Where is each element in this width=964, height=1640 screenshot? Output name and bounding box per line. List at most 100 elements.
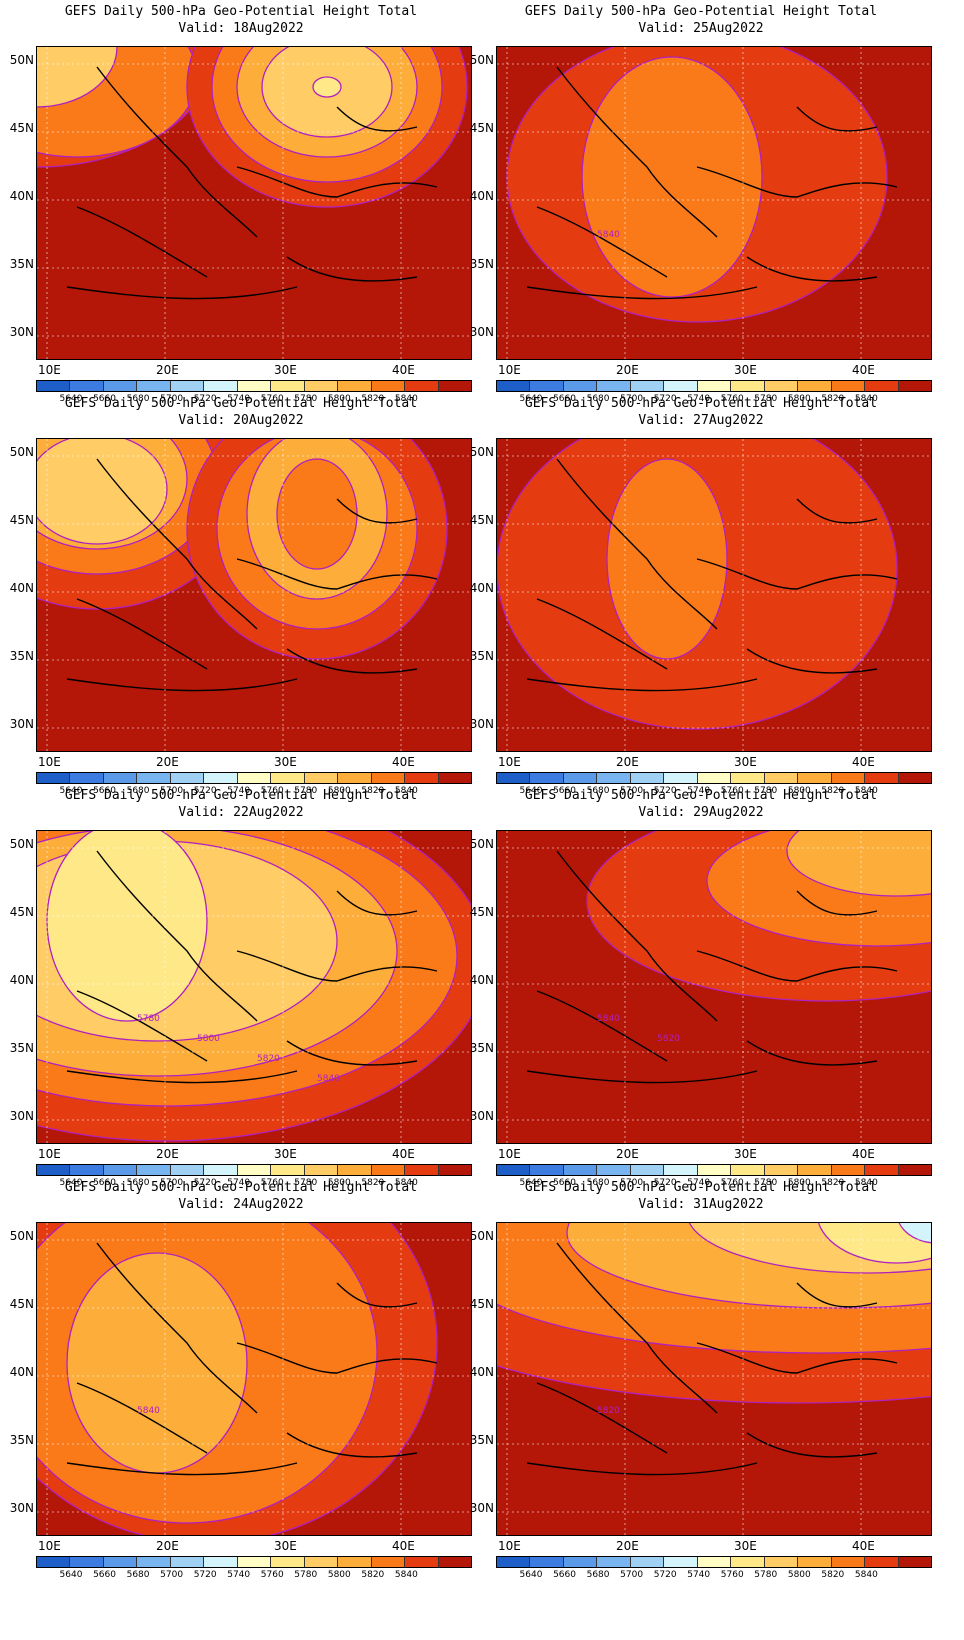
lat-tick-label: 40N	[469, 1365, 494, 1379]
lon-tick-label: 40E	[852, 755, 875, 769]
colorbar	[496, 772, 932, 784]
lon-tick-label: 10E	[498, 1539, 521, 1553]
colorbar-swatch	[898, 1165, 932, 1175]
map-panel: GEFS Daily 500-hPa Geo-Potential Height …	[0, 784, 482, 1194]
contour-label: 5820	[657, 1034, 680, 1044]
panel-valid-date: Valid: 18Aug2022	[178, 21, 304, 36]
colorbar-swatch	[70, 1557, 104, 1567]
colorbar-swatch	[764, 773, 799, 783]
colorbar-label: 5780	[294, 1178, 318, 1188]
colorbar-swatch	[237, 1557, 272, 1567]
lon-tick-label: 30E	[734, 755, 757, 769]
coastline	[526, 1242, 898, 1476]
colorbar-swatch	[630, 381, 665, 391]
colorbar-label: 5800	[327, 394, 351, 404]
colorbar-label: 5640	[59, 1570, 83, 1580]
colorbar-swatch	[530, 1165, 564, 1175]
lat-tick-label: 45N	[9, 1297, 34, 1311]
map-area	[36, 46, 472, 360]
colorbar-label: 5760	[720, 1570, 744, 1580]
lon-tick-label: 20E	[616, 1539, 639, 1553]
colorbar-label: 5800	[327, 1570, 351, 1580]
lat-tick-label: 35N	[469, 1041, 494, 1055]
colorbar-swatch	[338, 773, 372, 783]
contour-label: 5820	[597, 1406, 620, 1416]
colorbar-swatch	[764, 1165, 799, 1175]
colorbar-swatch	[865, 773, 899, 783]
lon-tick-label: 40E	[852, 1147, 875, 1161]
colorbar-swatch	[597, 1557, 631, 1567]
colorbar-swatch	[831, 381, 866, 391]
lat-tick-label: 45N	[9, 905, 34, 919]
lat-tick-label: 50N	[9, 837, 34, 851]
contour-label: 5780	[137, 1014, 160, 1024]
lon-tick-label: 20E	[156, 363, 179, 377]
colorbar-swatch	[497, 381, 531, 391]
lat-tick-label: 30N	[9, 1501, 34, 1515]
map-area: 5840 5820	[496, 830, 932, 1144]
contour-region	[817, 1223, 931, 1264]
colorbar-label: 5780	[754, 1570, 778, 1580]
height-field: 5820	[497, 1223, 931, 1535]
panel-title: GEFS Daily 500-hPa Geo-Potential Height …	[64, 4, 418, 19]
colorbar-label: 5680	[586, 1178, 610, 1188]
colorbar-label: 5660	[553, 786, 576, 796]
colorbar-swatch	[731, 1557, 765, 1567]
colorbar-swatch	[271, 1165, 305, 1175]
contour-region	[276, 458, 358, 570]
contour-region	[37, 47, 118, 108]
colorbar-swatch	[630, 773, 665, 783]
colorbar-swatch	[731, 773, 765, 783]
lat-tick-label: 40N	[469, 973, 494, 987]
lon-tick-label: 40E	[852, 1539, 875, 1553]
colorbar	[36, 380, 472, 392]
lat-tick-label: 40N	[9, 189, 34, 203]
colorbar-swatch	[438, 1557, 472, 1567]
coastline	[526, 850, 898, 1084]
lon-tick-label: 10E	[38, 755, 61, 769]
colorbar-swatch	[764, 1557, 799, 1567]
colorbar-label: 5700	[160, 786, 184, 796]
height-field: 5780 5800 5820 5840	[37, 831, 471, 1143]
colorbar-label: 5720	[653, 1178, 677, 1188]
colorbar-swatch	[798, 1557, 832, 1567]
colorbar-swatch	[530, 381, 564, 391]
lat-tick-label: 50N	[9, 53, 34, 67]
colorbar-label: 5760	[260, 1178, 284, 1188]
lon-tick-label: 20E	[616, 755, 639, 769]
panel-title: GEFS Daily 500-hPa Geo-Potential Height …	[524, 788, 878, 803]
lat-tick-label: 30N	[469, 325, 494, 339]
panel-title: GEFS Daily 500-hPa Geo-Potential Height …	[524, 1180, 878, 1195]
colorbar-swatch	[37, 381, 71, 391]
map-area: 5780 5800 5820 5840	[36, 830, 472, 1144]
colorbar-label: 5820	[361, 1178, 385, 1188]
colorbar-swatch	[304, 1557, 339, 1567]
colorbar-swatch	[563, 381, 598, 391]
colorbar-label: 5720	[193, 786, 217, 796]
lon-tick-label: 30E	[734, 363, 757, 377]
lat-tick-label: 45N	[469, 121, 494, 135]
colorbar-swatch	[304, 773, 339, 783]
lat-tick-label: 50N	[469, 445, 494, 459]
lat-tick-label: 30N	[469, 1109, 494, 1123]
lon-tick-label: 30E	[274, 363, 297, 377]
colorbar-swatch	[204, 381, 238, 391]
map-area	[36, 438, 472, 752]
colorbar-label: 5720	[193, 394, 217, 404]
colorbar-swatch	[37, 1165, 71, 1175]
colorbar-swatch	[204, 1557, 238, 1567]
colorbar-label: 5780	[294, 1570, 318, 1580]
colorbar-swatch	[237, 381, 272, 391]
colorbar-label: 5780	[754, 786, 778, 796]
colorbar-swatch	[37, 1557, 71, 1567]
contour-label: 5840	[137, 1406, 160, 1416]
colorbar-label: 5660	[553, 1178, 576, 1188]
colorbar-label: 5840	[394, 1178, 418, 1188]
height-field	[37, 47, 471, 359]
colorbar-label: 5740	[687, 1570, 711, 1580]
colorbar-swatch	[865, 1165, 899, 1175]
colorbar-label: 5840	[854, 394, 878, 404]
colorbar-label: 5840	[394, 394, 418, 404]
lat-tick-label: 40N	[9, 581, 34, 595]
lon-tick-label: 10E	[38, 363, 61, 377]
